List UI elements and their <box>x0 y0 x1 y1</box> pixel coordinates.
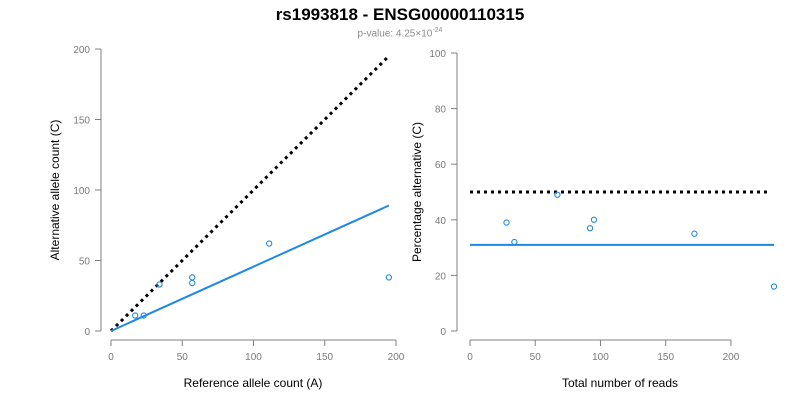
data-point <box>503 219 510 226</box>
chart-subtitle: p-value: 4.25×10-24 <box>0 25 800 40</box>
x-tick-label: 200 <box>388 352 405 363</box>
x-axis-label: Total number of reads <box>562 376 678 390</box>
data-point <box>189 274 196 281</box>
y-tick-label: 40 <box>435 216 447 227</box>
chart-title: rs1993818 - ENSG00000110315 <box>275 5 525 24</box>
x-tick-label: 200 <box>723 352 740 363</box>
x-tick-label: 50 <box>530 352 542 363</box>
data-point <box>189 279 196 287</box>
data-point <box>511 238 518 246</box>
panel-left-allele-counts: 0 50 100 150 200 0 50 100 150 200 Reference allele… <box>48 45 405 390</box>
data-point <box>554 191 561 198</box>
y-axis-label: Percentage alternative (C) <box>410 122 424 262</box>
y-tick-label: 0 <box>440 327 446 338</box>
p-value-text: p-value: 4.25×10 <box>357 28 433 40</box>
reference-line-dotted <box>109 54 390 333</box>
chart-header: rs1993818 - ENSG00000110315 p-value: 4.2… <box>0 0 800 40</box>
data-point <box>140 312 147 319</box>
fit-line-solid <box>110 204 390 332</box>
data-point <box>590 216 598 223</box>
p-value-exponent: -24 <box>432 27 443 34</box>
data-point <box>156 281 163 288</box>
x-tick-label: 150 <box>316 352 333 363</box>
x-tick-label: 100 <box>245 352 262 363</box>
y-tick-label: 60 <box>435 160 447 171</box>
y-tick-label: 80 <box>435 105 447 116</box>
y-tick-label: 20 <box>435 271 447 282</box>
y-tick-label: 100 <box>73 186 90 197</box>
data-point <box>691 230 698 237</box>
x-tick-label: 0 <box>108 352 114 363</box>
x-tick-label: 150 <box>657 352 674 363</box>
x-tick-label: 50 <box>177 352 189 363</box>
data-point <box>266 240 273 247</box>
x-axis-label: Reference allele count (A) <box>184 376 323 390</box>
y-tick-label: 0 <box>84 327 90 338</box>
y-tick-label: 50 <box>79 257 91 268</box>
y-axis-label: Alternative allele count (C) <box>48 120 62 261</box>
data-point <box>770 283 778 290</box>
x-tick-label: 100 <box>592 352 609 363</box>
y-tick-label: 150 <box>73 116 90 127</box>
data-point <box>132 312 139 319</box>
data-point <box>586 224 594 232</box>
y-tick-label: 100 <box>429 49 446 60</box>
y-tick-label: 200 <box>73 45 90 56</box>
panel-right-percentage: 0 50 100 150 200 0 20 40 60 80 100 Total number of … <box>410 49 778 390</box>
data-point <box>385 274 393 281</box>
x-tick-label: 0 <box>467 352 473 363</box>
